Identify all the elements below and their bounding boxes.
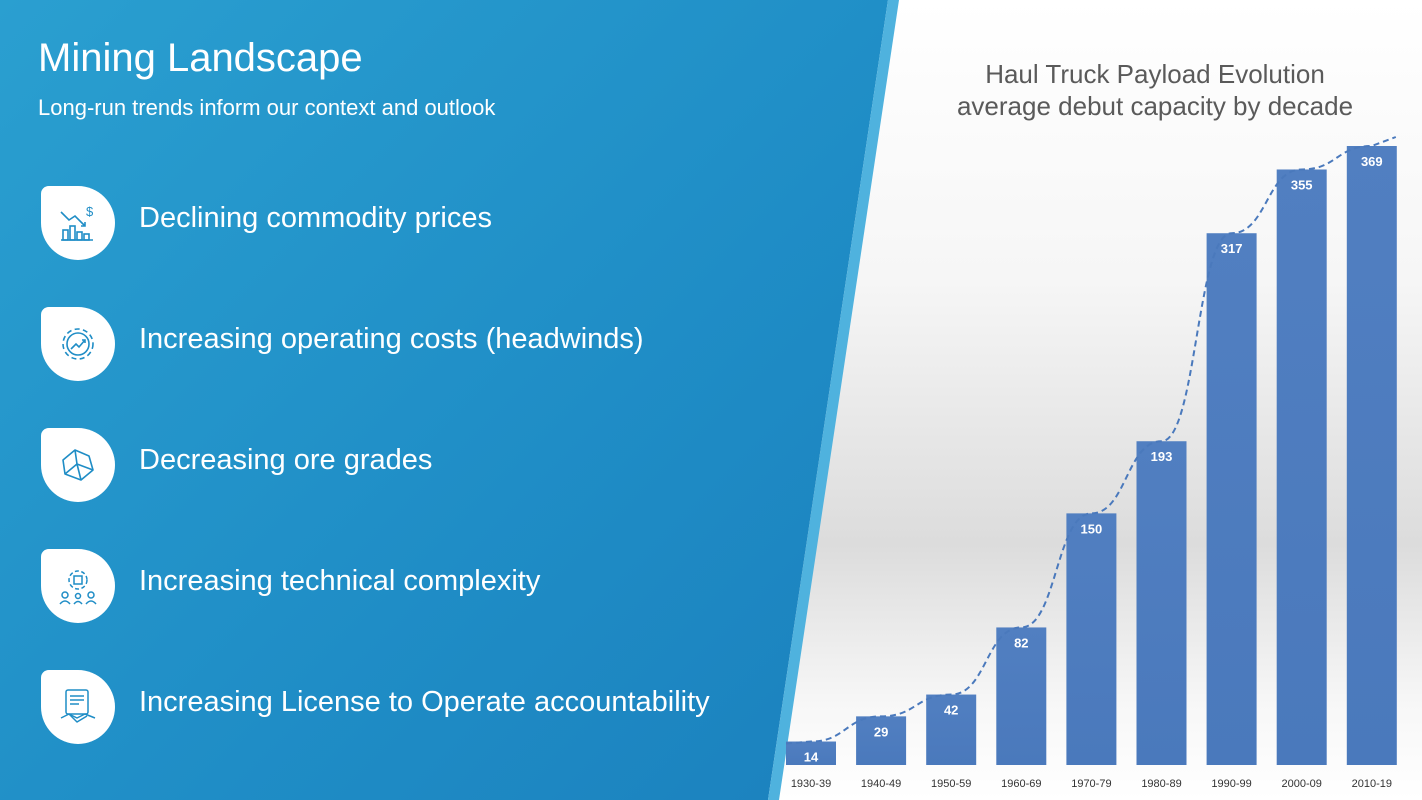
data-label: 150	[1081, 521, 1103, 536]
trend-item-declining-prices: $ Declining commodity prices	[41, 186, 761, 262]
trend-line	[785, 136, 1397, 745]
data-label: 369	[1361, 154, 1383, 169]
x-tick-label: 1930-39	[791, 778, 831, 790]
page-subtitle: Long-run trends inform our context and o…	[38, 95, 496, 120]
chart-title: Haul Truck Payload Evolution average deb…	[930, 58, 1380, 122]
tech-team-icon	[41, 549, 115, 623]
x-tick-label: 1940-49	[861, 778, 901, 790]
bar-1990-99	[1206, 233, 1257, 765]
x-tick-label: 1970-79	[1071, 778, 1111, 790]
data-label: 14	[804, 750, 819, 765]
chart-title-line-2: average debut capacity by decade	[956, 91, 1354, 121]
ore-rock-icon	[41, 428, 115, 502]
data-label: 29	[874, 724, 888, 739]
bar-2000-09	[1276, 169, 1327, 765]
data-label: 193	[1151, 449, 1173, 464]
data-label: 355	[1291, 177, 1313, 192]
x-tick-label: 1950-59	[931, 778, 971, 790]
x-tick-label: 2000-09	[1282, 778, 1322, 790]
bar-2010-19	[1346, 146, 1397, 765]
trend-label: Increasing operating costs (headwinds)	[139, 323, 644, 355]
page-title: Mining Landscape	[38, 36, 363, 80]
bar-1960-69	[996, 627, 1047, 765]
x-tick-label: 2010-19	[1352, 778, 1392, 790]
contract-handshake-icon	[41, 670, 115, 744]
bar-1980-89	[1136, 441, 1187, 765]
trend-item-ore-grades: Decreasing ore grades	[41, 428, 761, 504]
svg-text:$: $	[86, 204, 94, 219]
declining-prices-icon: $	[41, 186, 115, 260]
trend-item-license-to-operate: Increasing License to Operate accountabi…	[41, 670, 761, 746]
data-label: 42	[944, 703, 958, 718]
x-tick-label: 1990-99	[1211, 778, 1251, 790]
bar-1940-49	[856, 716, 907, 765]
bar-1950-59	[926, 694, 977, 765]
bar-1930-39	[786, 741, 836, 765]
trend-label: Declining commodity prices	[139, 202, 492, 234]
trend-label: Increasing technical complexity	[139, 565, 541, 597]
trend-label: Increasing License to Operate accountabi…	[139, 686, 710, 718]
x-tick-label: 1980-89	[1141, 778, 1181, 790]
chart-title-line-1: Haul Truck Payload Evolution	[985, 59, 1325, 89]
x-tick-label: 1960-69	[1001, 778, 1041, 790]
data-label: 82	[1014, 635, 1028, 650]
trend-label: Decreasing ore grades	[139, 444, 433, 476]
trend-item-technical-complexity: Increasing technical complexity	[41, 549, 761, 625]
data-label: 317	[1221, 241, 1243, 256]
gear-growth-icon	[41, 307, 115, 381]
trend-item-operating-costs: Increasing operating costs (headwinds)	[41, 307, 761, 383]
bar-1970-79	[1066, 513, 1117, 765]
